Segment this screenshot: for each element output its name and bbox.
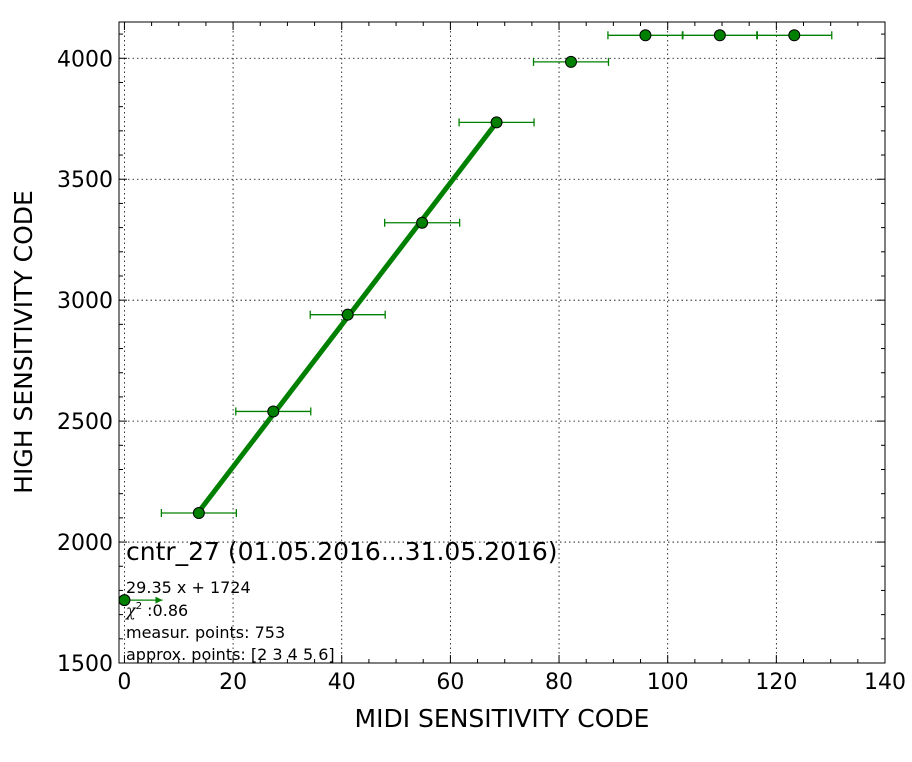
data-point — [267, 405, 280, 418]
x-tick-label: 80 — [545, 670, 573, 695]
plot-background — [119, 22, 885, 663]
y-tick-label: 2500 — [57, 410, 113, 435]
y-tick-label: 1500 — [57, 652, 113, 677]
y-tick-label: 3000 — [57, 289, 113, 314]
chi-power: 2 — [136, 601, 142, 612]
y-axis-ticks: 1500 2000 2500 3000 3500 4000 — [57, 47, 885, 677]
y-tick-label: 4000 — [57, 47, 113, 72]
error-bar-arrow — [155, 596, 163, 604]
annotation-title: cntr_27 (01.05.2016...31.05.2016) — [126, 537, 558, 566]
y-axis-title: HIGH SENSITIVITY CODE — [9, 190, 38, 494]
data-point — [341, 308, 354, 321]
x-tick-label: 40 — [328, 670, 356, 695]
x-axis-title: MIDI SENSITIVITY CODE — [355, 704, 650, 733]
data-point — [639, 29, 652, 42]
annotation-fit-label: 29.35 x + 1724 — [126, 578, 251, 597]
data-point — [192, 507, 205, 520]
x-tick-label: 120 — [755, 670, 797, 695]
x-tick-label: 20 — [219, 670, 247, 695]
x-tick-label: 140 — [864, 670, 906, 695]
annotation-measur-points: measur. points: 753 — [126, 623, 285, 642]
chi-value: :0.86 — [142, 601, 188, 620]
y-tick-label: 3500 — [57, 168, 113, 193]
data-point — [490, 116, 503, 129]
annotation-approx-points: approx. points: [2 3 4 5 6] — [126, 645, 335, 664]
y-tick-label: 2000 — [57, 531, 113, 556]
grid — [119, 22, 885, 663]
minor-ticks — [119, 22, 885, 663]
x-axis-ticks: 0 20 40 60 80 100 120 140 — [117, 22, 906, 695]
data-point — [713, 29, 726, 42]
x-tick-label: 100 — [647, 670, 689, 695]
x-tick-label: 0 — [117, 670, 131, 695]
data-point — [416, 216, 429, 229]
data-point — [564, 55, 577, 68]
plot-frame — [118, 21, 886, 664]
x-tick-label: 60 — [436, 670, 464, 695]
data-point — [788, 29, 801, 42]
chi-symbol: χ — [125, 601, 137, 620]
data-points — [118, 29, 801, 607]
annotation-chi-square: χ2 :0.86 — [125, 601, 188, 620]
